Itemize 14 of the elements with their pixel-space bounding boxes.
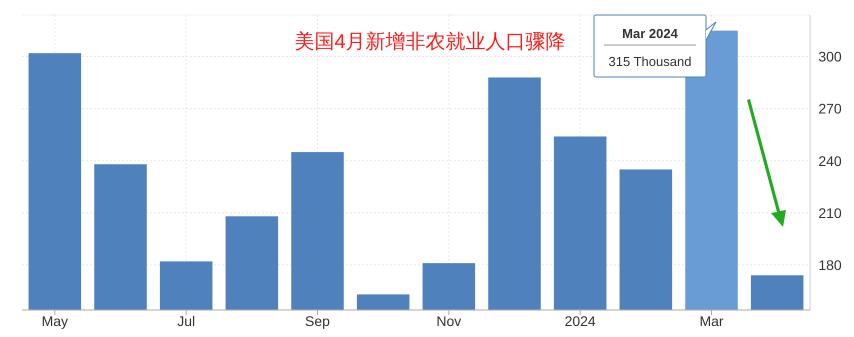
x-tick-label: May [42, 313, 68, 329]
y-tick-label: 270 [818, 100, 842, 117]
y-tick-label: 180 [818, 256, 842, 273]
annotation: Mar 2024 [622, 26, 679, 41]
x-tick-label: Jul [177, 313, 196, 329]
text: 美国4月新增非农就业人口骤降 [294, 30, 566, 53]
x-tick-label: Mar [699, 313, 724, 329]
y-tick-label: 300 [818, 48, 842, 65]
x-tick-label: Sep [305, 313, 330, 329]
annotation: 315 Thousand [608, 54, 692, 69]
y-tick-label: 210 [818, 204, 842, 221]
x-tick-label: Nov [436, 313, 462, 329]
y-tick-label: 240 [818, 152, 842, 169]
x-tick-label: 2024 [564, 313, 596, 329]
